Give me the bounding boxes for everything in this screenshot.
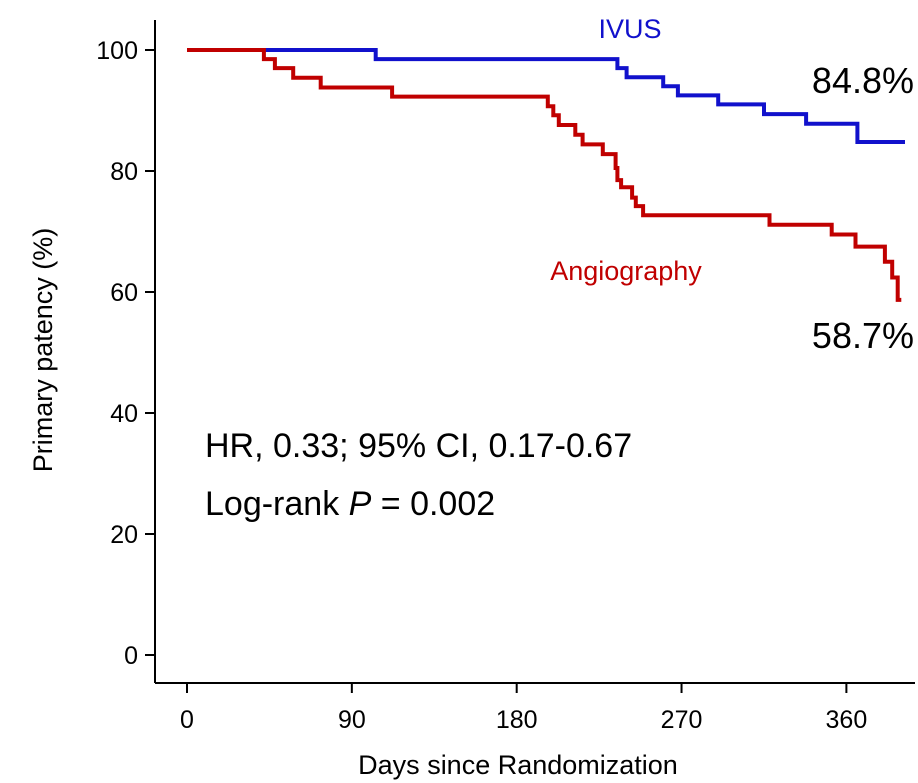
ivus-survival-curve <box>187 48 905 144</box>
angiography-end-value-label: 58.7% <box>812 315 914 356</box>
x-tick-label: 360 <box>826 706 868 734</box>
series-layer <box>187 48 905 302</box>
log-rank-prefix: Log-rank <box>205 485 349 523</box>
log-rank-annotation: Log-rank P = 0.002 <box>205 485 495 523</box>
log-rank-p-symbol: P <box>349 485 372 523</box>
x-axis-ticks: 0 90 180 270 360 <box>180 683 867 734</box>
angiography-survival-curve <box>187 48 902 302</box>
y-tick-label: 100 <box>96 37 138 65</box>
ivus-end-value-label: 84.8% <box>812 60 914 101</box>
x-axis-label: Days since Randomization <box>358 750 678 780</box>
x-tick-label: 180 <box>496 706 538 734</box>
x-tick-label: 90 <box>338 706 366 734</box>
x-tick-label: 0 <box>180 706 194 734</box>
y-tick-label: 60 <box>110 279 138 307</box>
y-tick-label: 80 <box>110 158 138 186</box>
ivus-series-label: IVUS <box>598 14 661 44</box>
log-rank-value: = 0.002 <box>371 485 495 523</box>
x-tick-label: 270 <box>661 706 703 734</box>
y-tick-label: 20 <box>110 521 138 549</box>
angiography-series-label: Angiography <box>550 256 702 286</box>
y-tick-label: 0 <box>124 642 138 670</box>
y-tick-label: 40 <box>110 400 138 428</box>
hazard-ratio-annotation: HR, 0.33; 95% CI, 0.17-0.67 <box>205 427 632 465</box>
y-axis-label: Primary patency (%) <box>28 228 58 473</box>
y-axis-ticks: 0 20 40 60 80 100 <box>96 37 155 670</box>
